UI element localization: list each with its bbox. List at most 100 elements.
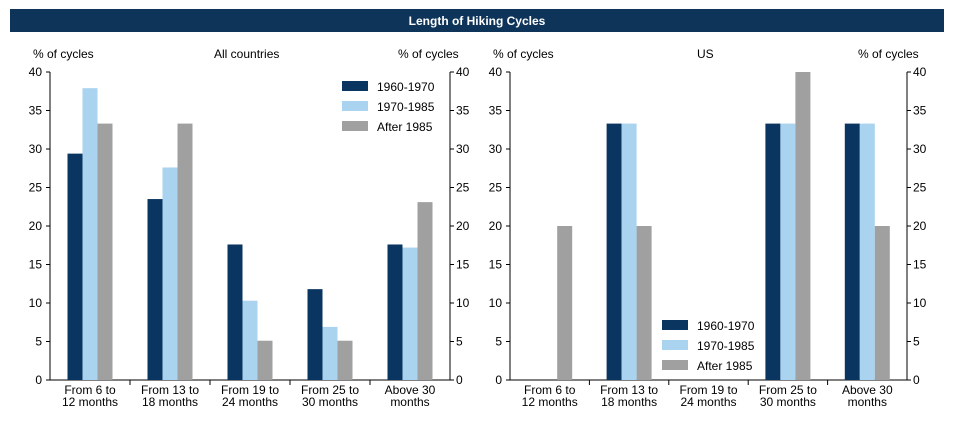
us-xtick-label: 12 months	[522, 395, 578, 409]
all-countries-legend-swatch	[342, 101, 368, 111]
all-countries-bar-after-1985	[337, 340, 353, 380]
us-legend-swatch	[662, 340, 688, 350]
us-xtick-label: From 13 to	[600, 383, 658, 397]
left-panel-ylabel-right: % of cycles	[398, 47, 459, 61]
all-countries-bar-1970-1985	[402, 247, 418, 380]
us-bar-1970-1985	[621, 123, 637, 380]
us-ytick-label-right: 30	[913, 142, 927, 156]
us-ytick-label-right: 10	[913, 296, 927, 310]
all-countries-xtick-label: months	[390, 395, 429, 409]
all-countries-xtick-label: From 13 to	[141, 383, 199, 397]
us-ytick-label-left: 30	[489, 142, 503, 156]
all-countries-ytick-label-left: 35	[29, 104, 43, 118]
right-panel-title: US	[697, 47, 714, 61]
left-panel-ylabel-left: % of cycles	[33, 47, 94, 61]
all-countries-bar-1970-1985	[242, 300, 258, 380]
us-legend-label: 1960-1970	[697, 319, 755, 333]
all-countries-ytick-label-right: 35	[456, 104, 470, 118]
chart-title: Length of Hiking Cycles	[408, 13, 546, 28]
all-countries-bar-1970-1985	[162, 167, 178, 380]
all-countries-ytick-label-left: 25	[29, 181, 43, 195]
all-countries-xtick-label: Above 30	[385, 383, 436, 397]
all-countries-ytick-label-right: 20	[456, 219, 470, 233]
us-bar-after-1985	[557, 226, 573, 380]
all-countries-xtick-label: 12 months	[62, 395, 118, 409]
us-ytick-label-left: 20	[489, 219, 503, 233]
all-countries-bar-after-1985	[257, 340, 273, 380]
us-bar-1960-1970	[844, 123, 860, 380]
us-ytick-label-left: 5	[495, 335, 502, 349]
us-ytick-label-left: 35	[489, 104, 503, 118]
all-countries-legend-label: After 1985	[377, 120, 433, 134]
all-countries-ytick-label-left: 10	[29, 296, 43, 310]
chart-title-bar: Length of Hiking Cycles	[10, 9, 944, 32]
us-bar-after-1985	[874, 226, 890, 380]
left-panel-title: All countries	[214, 47, 280, 61]
all-countries-ytick-label-right: 30	[456, 142, 470, 156]
us-legend-swatch	[662, 360, 688, 370]
us-xtick-label: From 6 to	[524, 383, 576, 397]
us-xtick-label: 18 months	[601, 395, 657, 409]
all-countries-ytick-label-right: 0	[456, 373, 463, 387]
all-countries-ytick-label-left: 30	[29, 142, 43, 156]
us-xtick-label: months	[848, 395, 887, 409]
all-countries-legend-swatch	[342, 81, 368, 91]
all-countries-xtick-label: 18 months	[142, 395, 198, 409]
us-xtick-label: From 19 to	[679, 383, 737, 397]
us-ytick-label-left: 25	[489, 181, 503, 195]
all-countries-xtick-label: 30 months	[302, 395, 358, 409]
right-panel-ylabel-right: % of cycles	[858, 47, 919, 61]
us-xtick-label: Above 30	[842, 383, 893, 397]
all-countries-ytick-label-left: 5	[35, 335, 42, 349]
all-countries-bar-1960-1970	[307, 289, 323, 380]
all-countries-ytick-label-right: 40	[456, 65, 470, 79]
us-ytick-label-left: 15	[489, 258, 503, 272]
all-countries-xtick-label: From 19 to	[221, 383, 279, 397]
all-countries-bar-after-1985	[417, 202, 433, 380]
us-bar-1960-1970	[606, 123, 622, 380]
all-countries-ytick-label-right: 15	[456, 258, 470, 272]
all-countries-xtick-label: 24 months	[222, 395, 278, 409]
all-countries-bar-1970-1985	[322, 326, 338, 380]
us-legend-label: After 1985	[697, 359, 753, 373]
us-ytick-label-right: 25	[913, 181, 927, 195]
us-ytick-label-right: 40	[913, 65, 927, 79]
all-countries-bar-1970-1985	[82, 88, 98, 381]
us-ytick-label-left: 0	[495, 373, 502, 387]
all-countries-ytick-label-right: 10	[456, 296, 470, 310]
us-ytick-label-left: 40	[489, 65, 503, 79]
all-countries-ytick-label-right: 5	[456, 335, 463, 349]
us-ytick-label-right: 20	[913, 219, 927, 233]
all-countries-legend-label: 1970-1985	[377, 100, 435, 114]
us-legend-label: 1970-1985	[697, 339, 755, 353]
all-countries-bar-1960-1970	[67, 153, 83, 380]
us-bar-1970-1985	[780, 123, 796, 380]
all-countries-bar-after-1985	[177, 123, 193, 380]
us-legend-swatch	[662, 320, 688, 330]
us-ytick-label-right: 35	[913, 104, 927, 118]
all-countries-legend-swatch	[342, 121, 368, 131]
all-countries-xtick-label: From 25 to	[301, 383, 359, 397]
us-ytick-label-right: 15	[913, 258, 927, 272]
all-countries-ytick-label-left: 20	[29, 219, 43, 233]
all-countries-bar-1960-1970	[147, 199, 163, 380]
all-countries-ytick-label-left: 15	[29, 258, 43, 272]
all-countries-ytick-label-right: 25	[456, 181, 470, 195]
all-countries-ytick-label-left: 0	[35, 373, 42, 387]
us-bar-after-1985	[636, 226, 652, 380]
us-ytick-label-right: 0	[913, 373, 920, 387]
us-xtick-label: From 25 to	[759, 383, 817, 397]
us-ytick-label-right: 5	[913, 335, 920, 349]
all-countries-bar-1960-1970	[387, 244, 403, 380]
right-panel-ylabel-left: % of cycles	[493, 47, 554, 61]
all-countries-bar-after-1985	[97, 123, 113, 380]
all-countries-legend-label: 1960-1970	[377, 80, 435, 94]
us-xtick-label: 30 months	[760, 395, 816, 409]
us-bar-after-1985	[795, 72, 811, 380]
all-countries-bar-1960-1970	[227, 244, 243, 380]
all-countries-xtick-label: From 6 to	[64, 383, 116, 397]
us-ytick-label-left: 10	[489, 296, 503, 310]
us-bar-1970-1985	[859, 123, 875, 380]
us-bar-1960-1970	[765, 123, 781, 380]
